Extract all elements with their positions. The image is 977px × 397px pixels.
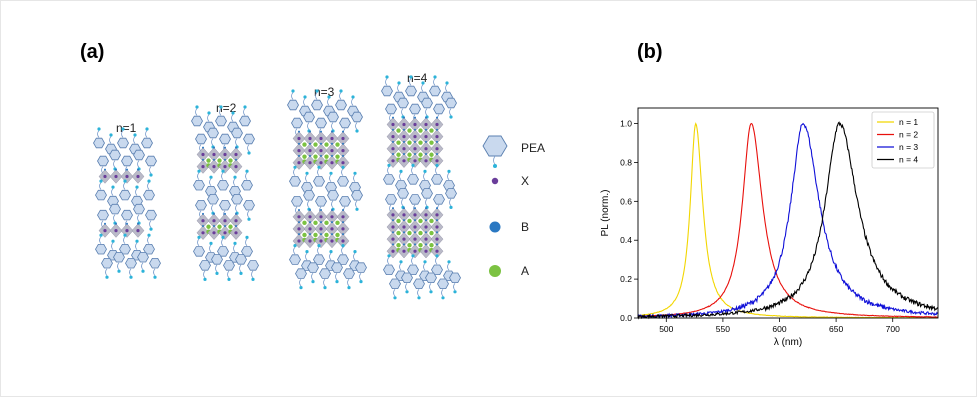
series-line-n2	[637, 122, 938, 318]
x-tick-label: 550	[716, 324, 730, 334]
series-line-n4	[637, 121, 939, 320]
structure-n1	[93, 127, 161, 279]
panel-a-label: (a)	[80, 41, 105, 63]
y-tick-label: 0.0	[620, 313, 632, 323]
y-tick-label: 1.0	[620, 119, 632, 129]
x-tick-label: 700	[886, 324, 900, 334]
y-tick-label: 0.6	[620, 196, 632, 206]
structure-n3	[287, 89, 367, 290]
pl-spectra-chart: 500 550 600 650 700 0.0 0.2 0.4 0.6 0.8 1.0 λ (nm) P…	[600, 107, 939, 348]
blue-sphere-icon	[489, 221, 501, 233]
purple-sphere-icon	[491, 177, 499, 185]
legend-box	[871, 111, 935, 169]
green-sphere-icon	[489, 265, 501, 277]
structure-n4-label: n=4	[407, 71, 428, 85]
plot-frame	[637, 107, 939, 319]
x-axis-label: λ (nm)	[774, 337, 802, 348]
legend-entry: n = 2	[899, 130, 918, 140]
y-tick-label: 0.2	[620, 274, 632, 284]
legend-a-label: A	[521, 264, 530, 278]
y-tick-label: 0.8	[620, 157, 632, 167]
legend-entry: n = 1	[899, 117, 918, 127]
x-tick-label: 500	[659, 324, 673, 334]
legend-pea-label: PEA	[521, 141, 546, 155]
legend-entry: n = 3	[899, 142, 918, 152]
perovskite-structures-illustration	[93, 75, 461, 300]
legend-entry: n = 4	[899, 155, 918, 165]
panel-b-label: (b)	[637, 41, 663, 63]
y-axis-label: PL (norm.)	[600, 190, 611, 237]
species-legend	[482, 135, 508, 277]
structure-n4	[381, 75, 461, 300]
x-tick-label: 600	[772, 324, 786, 334]
structure-n1-label: n=1	[116, 121, 137, 135]
legend-b-label: B	[521, 220, 530, 234]
series-line-n1	[637, 122, 938, 319]
structure-n2-label: n=2	[216, 101, 237, 115]
hexagon-icon	[482, 135, 508, 168]
legend-x-label: X	[521, 174, 530, 188]
x-tick-label: 650	[829, 324, 843, 334]
structure-n2	[191, 105, 259, 281]
y-tick-label: 0.4	[620, 235, 632, 245]
